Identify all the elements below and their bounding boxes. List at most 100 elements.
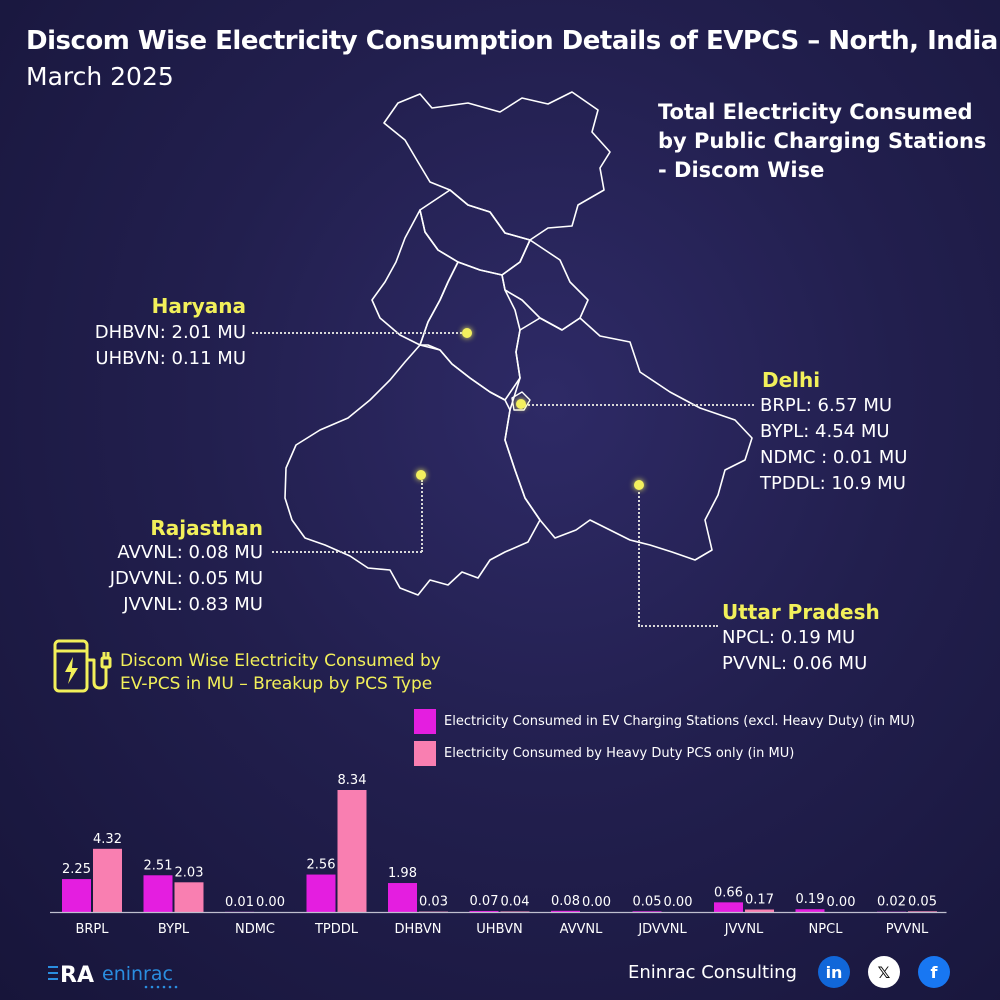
- data-label: 8.34: [338, 773, 367, 788]
- pin-rajasthan: [416, 470, 426, 480]
- leader-line: [638, 492, 640, 626]
- tick-label: DHBVN: [395, 922, 442, 937]
- data-label: 2.03: [175, 865, 204, 880]
- data-label: 0.01: [225, 895, 254, 910]
- tick-label: TPDDL: [314, 922, 359, 937]
- legend-item: Electricity Consumed in EV Charging Stat…: [414, 709, 915, 734]
- map-himachal: [419, 189, 531, 276]
- bar-avvnl-series-1: [551, 910, 580, 912]
- data-label: 0.17: [745, 893, 774, 908]
- data-label: 4.32: [93, 832, 122, 847]
- x-icon[interactable]: 𝕏: [868, 956, 900, 988]
- legend-swatch: [414, 709, 436, 734]
- page-subtitle: March 2025: [26, 62, 174, 91]
- region-name-delhi: Delhi: [762, 368, 821, 392]
- data-label: 0.00: [664, 895, 693, 910]
- page-title: Discom Wise Electricity Consumption Deta…: [26, 26, 998, 56]
- bar-uhbvn-series-2: [500, 911, 530, 912]
- leader-line: [421, 480, 423, 552]
- eninrac-logo: RA eninrac: [48, 963, 178, 989]
- tick-label: JDVVNL: [637, 922, 687, 937]
- tick-label: NDMC: [235, 922, 275, 937]
- breakup-line: EV-PCS in MU – Breakup by PCS Type: [120, 674, 433, 694]
- tick-label: PVVNL: [886, 922, 929, 937]
- region-value: JVVNL: 0.83 MU: [123, 594, 263, 615]
- bar-tpddl-series-1: [306, 874, 336, 912]
- data-label: 1.98: [388, 866, 417, 881]
- region-value: PVVNL: 0.06 MU: [722, 653, 868, 674]
- data-label: 0.00: [256, 895, 285, 910]
- bar-uhbvn-series-1: [469, 910, 499, 912]
- data-label: 0.03: [419, 895, 448, 910]
- data-label: 0.00: [827, 895, 856, 910]
- region-value: BYPL: 4.54 MU: [760, 421, 890, 442]
- tick-label: BRPL: [75, 922, 109, 937]
- data-label: 0.05: [633, 894, 662, 909]
- bar-tpddl-series-2: [337, 790, 367, 912]
- region-value: NDMC : 0.01 MU: [760, 447, 908, 468]
- region-value: TPDDL: 10.9 MU: [760, 473, 906, 494]
- facebook-icon[interactable]: f: [918, 956, 950, 988]
- legend-item: Electricity Consumed by Heavy Duty PCS o…: [414, 741, 794, 766]
- tick-label: JVVNL: [724, 922, 764, 937]
- region-value: JDVVNL: 0.05 MU: [109, 568, 263, 589]
- pin-haryana: [462, 328, 472, 338]
- tick-label: UHBVN: [476, 922, 522, 937]
- data-label: 0.05: [908, 894, 937, 909]
- bar-npcl-series-1: [795, 909, 825, 912]
- map-punjab: [371, 209, 459, 346]
- data-label: 0.19: [796, 892, 825, 907]
- tick-label: BYPL: [158, 922, 190, 937]
- region-value: DHBVN: 2.01 MU: [94, 322, 246, 343]
- region-value: BRPL: 6.57 MU: [760, 395, 893, 416]
- pin-uttar-pradesh: [634, 480, 644, 490]
- breakup-line: Discom Wise Electricity Consumed by: [120, 651, 441, 671]
- data-label: 0.04: [501, 894, 530, 909]
- map-title: Total Electricity Consumed by Public Cha…: [658, 98, 988, 185]
- map-title-line: by Public Charging Stations: [658, 129, 987, 153]
- region-value: NPCL: 0.19 MU: [722, 627, 856, 648]
- data-label: 0.08: [551, 894, 580, 909]
- bar-dhbvn-series-1: [388, 883, 417, 912]
- map-jk: [383, 91, 611, 241]
- bar-dhbvn-series-2: [419, 911, 448, 913]
- leader-line: [272, 551, 422, 553]
- pin-delhi: [516, 399, 526, 409]
- tick-label: NPCL: [809, 922, 844, 937]
- legend-label: Electricity Consumed by Heavy Duty PCS o…: [444, 746, 795, 761]
- map-up: [504, 317, 753, 561]
- leader-line: [638, 625, 718, 627]
- region-value: UHBVN: 0.11 MU: [95, 348, 246, 369]
- map-title-line: Total Electricity Consumed: [658, 100, 973, 124]
- map-rajasthan: [284, 344, 541, 596]
- company-name: Eninrac Consulting: [628, 962, 797, 983]
- bar-brpl-series-1: [62, 879, 91, 912]
- data-label: 0.66: [714, 885, 743, 900]
- data-label: 0.07: [470, 894, 499, 909]
- tick-label: AVVNL: [560, 922, 604, 937]
- data-label: 0.02: [877, 895, 906, 910]
- leader-line: [524, 404, 754, 406]
- data-label: 2.25: [62, 862, 91, 877]
- logo-mark: RA: [60, 963, 94, 988]
- region-name-uttar-pradesh: Uttar Pradesh: [722, 600, 880, 624]
- bar-jvvnl-series-2: [745, 909, 774, 912]
- data-label: 2.51: [144, 858, 173, 873]
- data-label: 2.56: [307, 858, 336, 873]
- bar-jdvvnl-series-1: [632, 911, 662, 912]
- region-name-haryana: Haryana: [151, 294, 246, 318]
- bar-bypl-series-1: [143, 875, 173, 912]
- bar-jvvnl-series-1: [714, 902, 743, 912]
- leader-line: [252, 332, 466, 334]
- map-title-line: - Discom Wise: [658, 158, 825, 182]
- ev-charger-icon: [53, 639, 112, 693]
- legend-label: Electricity Consumed in EV Charging Stat…: [444, 714, 915, 729]
- bar-bypl-series-2: [174, 882, 204, 912]
- bar-pvvnl-series-2: [908, 911, 937, 912]
- region-value: AVVNL: 0.08 MU: [117, 542, 263, 563]
- linkedin-icon[interactable]: in: [818, 956, 850, 988]
- breakup-caption: Discom Wise Electricity Consumed by EV-P…: [120, 650, 441, 696]
- logo-word: eninrac: [102, 963, 173, 985]
- region-name-rajasthan: Rajasthan: [150, 516, 263, 540]
